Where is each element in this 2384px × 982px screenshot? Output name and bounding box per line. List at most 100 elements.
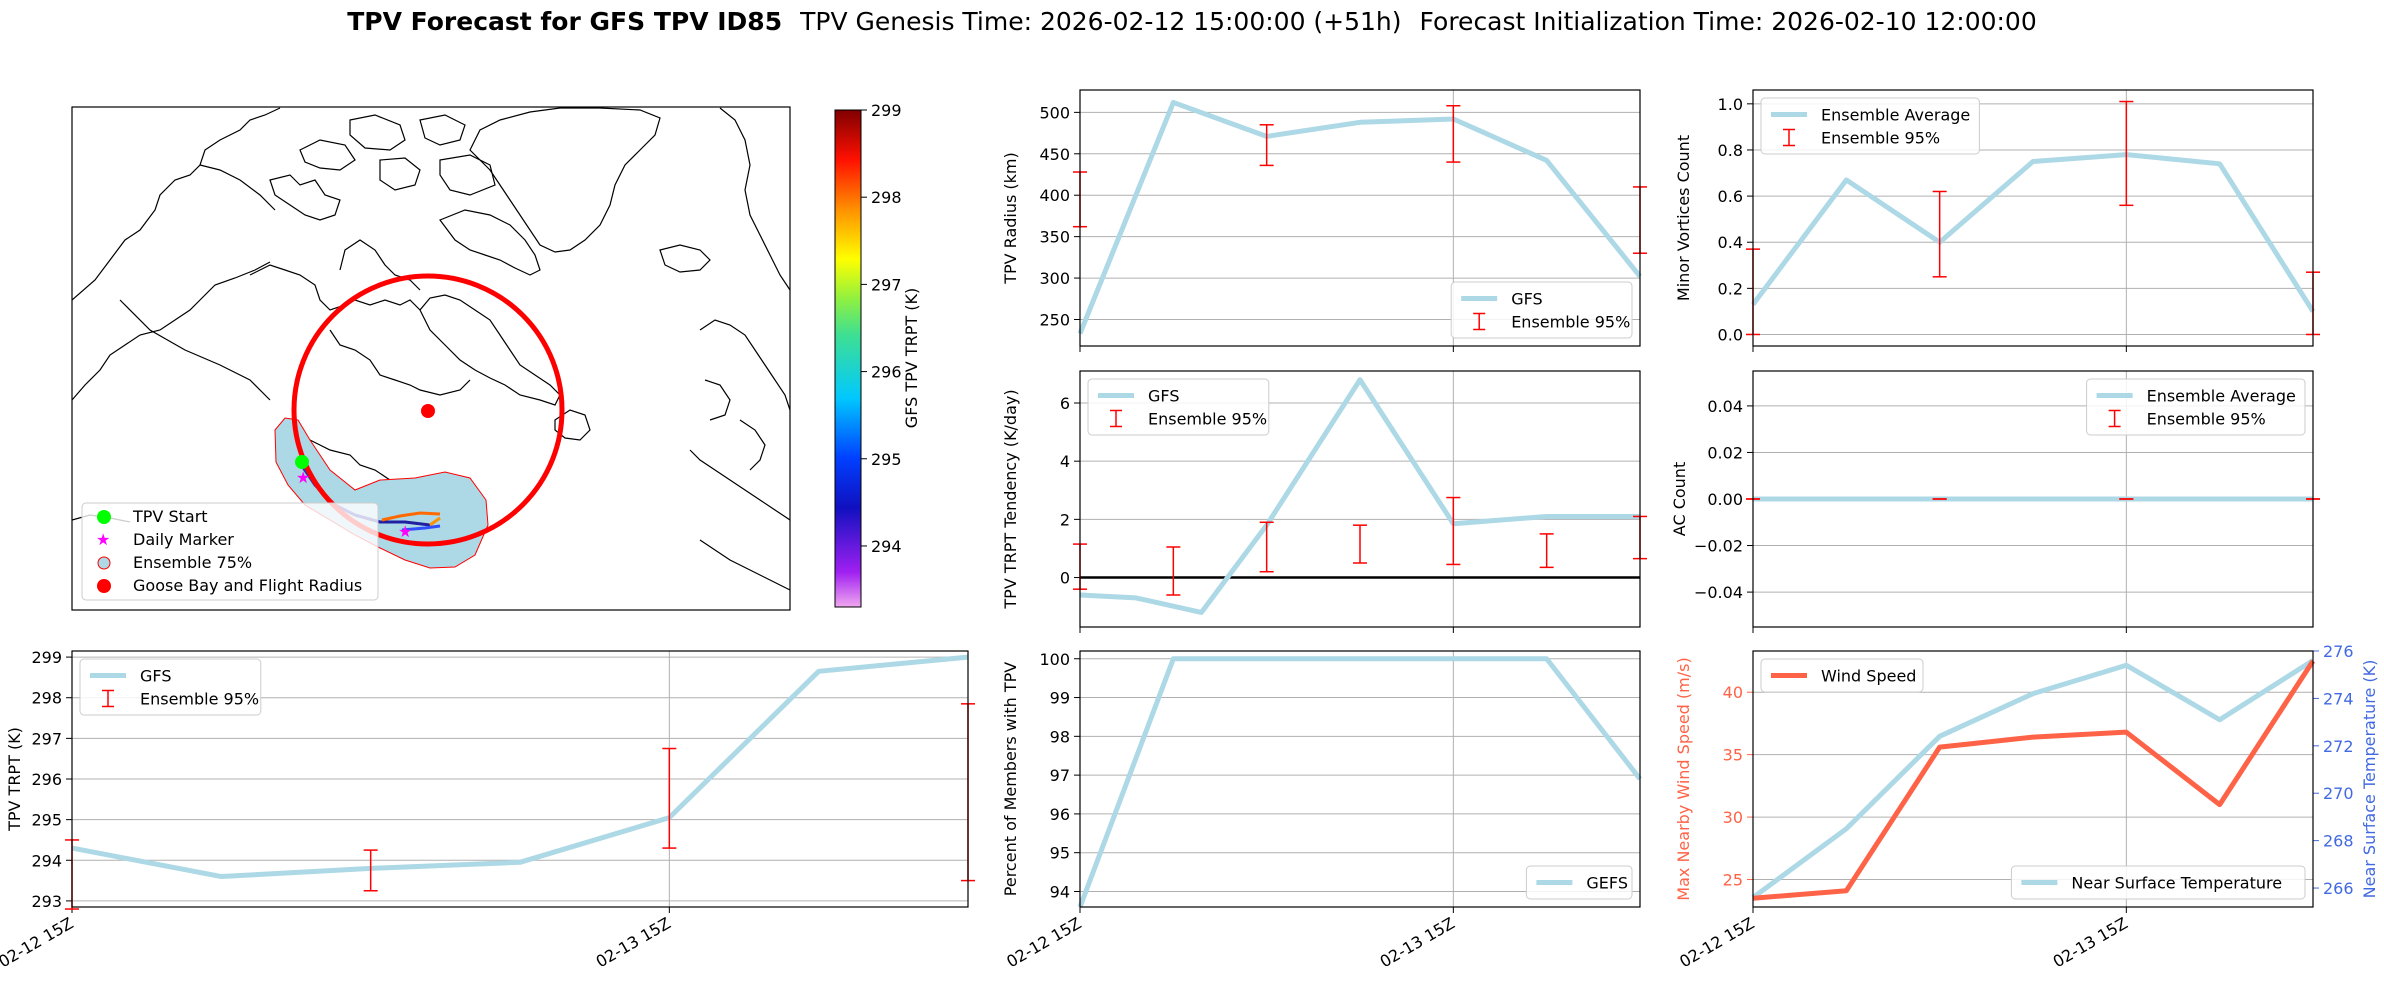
y-axis-label: Minor Vortices Count bbox=[1674, 135, 1693, 301]
panel-percent-members: 94 95 96 97 98 99 100 02-12 15Z 02-13 15Z Percent… bbox=[1001, 650, 1642, 971]
y-tick-label: 0.04 bbox=[1707, 397, 1743, 416]
legend-box bbox=[2010, 865, 2306, 900]
legend: GFS Ensemble 95% bbox=[1450, 281, 1633, 339]
map-legend: TPV Start ★ Daily Marker Ensemble 75% Go… bbox=[81, 502, 379, 601]
legend-label: Ensemble Average bbox=[2147, 387, 2296, 406]
y2-tick-label: 274 bbox=[2323, 689, 2354, 708]
legend-label: GFS bbox=[1511, 290, 1542, 309]
plot-frame bbox=[1752, 89, 2314, 347]
goose-bay-marker bbox=[421, 404, 435, 418]
y-tick-label: 0.00 bbox=[1707, 490, 1743, 509]
x-tick-label: 02-12 15Z bbox=[0, 913, 77, 971]
panel-ac-count: −0.04 −0.02 0.00 0.02 0.04 AC Count Ensemble A… bbox=[1670, 370, 2320, 633]
plot-area bbox=[1080, 651, 1640, 907]
y-tick-label: 1.0 bbox=[1718, 95, 1743, 114]
y-tick-label: 30 bbox=[1723, 808, 1743, 827]
plot-frame bbox=[1079, 370, 1641, 628]
y-axis-label: TPV TRPT (K) bbox=[5, 727, 24, 832]
x-tick-label: 02-13 15Z bbox=[593, 913, 674, 971]
y-tick-label: 293 bbox=[31, 892, 62, 911]
series-line-gefs bbox=[1077, 656, 1642, 908]
legend-box bbox=[2086, 378, 2306, 436]
legend-label: Ensemble 95% bbox=[1511, 313, 1630, 332]
legend-label: Ensemble Average bbox=[1821, 106, 1970, 125]
y-tick-label: −0.04 bbox=[1694, 583, 1743, 602]
legend-ensemble-label: Ensemble 75% bbox=[133, 553, 252, 572]
daily-marker-star: ★ bbox=[398, 522, 412, 541]
tpv-start-marker bbox=[295, 455, 309, 469]
y-tick-label: 35 bbox=[1723, 746, 1743, 765]
y-tick-label: 6 bbox=[1060, 394, 1070, 413]
legend-ensemble-icon bbox=[97, 556, 111, 570]
flight-radius-circle bbox=[291, 273, 565, 547]
legend-label: Ensemble 95% bbox=[140, 690, 259, 709]
plot-frame bbox=[71, 650, 969, 908]
plot-frame bbox=[1079, 650, 1641, 908]
colorbar-tick-label: 299 bbox=[871, 101, 902, 120]
legend-box bbox=[1760, 97, 1980, 155]
series-line-gfs bbox=[1077, 99, 1642, 335]
daily-marker-star: ★ bbox=[296, 468, 310, 487]
legend-label: Ensemble 95% bbox=[1148, 410, 1267, 429]
y-tick-label: 0.8 bbox=[1718, 141, 1743, 160]
y-axis-label: TPV Radius (km) bbox=[1001, 152, 1020, 285]
legend-label: Near Surface Temperature bbox=[2071, 874, 2282, 893]
y-tick-label: 0.4 bbox=[1718, 233, 1743, 252]
plot-frame bbox=[1079, 89, 1641, 347]
series-line-gfs bbox=[71, 654, 969, 880]
y-tick-label: 98 bbox=[1050, 727, 1070, 746]
y-tick-label: 450 bbox=[1039, 145, 1070, 164]
legend-start-label: TPV Start bbox=[132, 507, 208, 526]
y-tick-label: 400 bbox=[1039, 186, 1070, 205]
legend-star-icon: ★ bbox=[96, 530, 110, 549]
y-axis-label: TPV TRPT Tendency (K/day) bbox=[1001, 389, 1020, 609]
legend-daily-label: Daily Marker bbox=[133, 530, 234, 549]
y-axis-label: AC Count bbox=[1670, 462, 1689, 536]
y-tick-label: 300 bbox=[1039, 269, 1070, 288]
colorbar: 294 295 296 297 298 299 GFS TPV TRPT (K) bbox=[834, 101, 921, 608]
y-tick-label: 97 bbox=[1050, 766, 1070, 785]
colorbar-tick-label: 298 bbox=[871, 188, 902, 207]
colorbar-tick-label: 296 bbox=[871, 363, 902, 382]
y2-axis-label: Near Surface Temperature (K) bbox=[2360, 660, 2379, 899]
legend: GFS Ensemble 95% bbox=[79, 658, 262, 716]
y-tick-label: 99 bbox=[1050, 689, 1070, 708]
plot-frame bbox=[1752, 650, 2314, 908]
panel-wind-temperature: 25 30 35 40 02-12 15Z 02-13 15Z Max Nearby Win… bbox=[1674, 642, 2379, 971]
legend-label: GFS bbox=[140, 667, 171, 686]
legend: Ensemble Average Ensemble 95% bbox=[2086, 378, 2306, 436]
y-tick-label: 296 bbox=[31, 770, 62, 789]
x-tick-label: 02-12 15Z bbox=[1676, 913, 1757, 971]
legend-label: GFS bbox=[1148, 387, 1179, 406]
panel-radius: 250 300 350 400 450 500 TPV Radius (km) GFS Ense… bbox=[1001, 89, 1647, 352]
y-tick-label: 25 bbox=[1723, 871, 1743, 890]
y-tick-label: 297 bbox=[31, 729, 62, 748]
colorbar-label: GFS TPV TRPT (K) bbox=[902, 288, 921, 428]
y-tick-label: 0.6 bbox=[1718, 187, 1743, 206]
legend-label: GEFS bbox=[1586, 874, 1628, 893]
y2-tick-label: 270 bbox=[2323, 784, 2354, 803]
series-line-near-surface-temperature bbox=[1751, 658, 2315, 900]
panel-trpt: 293 294 295 296 297 298 299 02-12 15Z 02-13 15Z T… bbox=[0, 648, 975, 971]
legend-label: Ensemble 95% bbox=[1821, 129, 1940, 148]
y-tick-label: 40 bbox=[1723, 683, 1743, 702]
colorbar-gradient bbox=[834, 109, 862, 608]
series-line-gfs bbox=[1079, 377, 1640, 615]
y-tick-label: 295 bbox=[31, 811, 62, 830]
legend-box bbox=[1760, 658, 1924, 693]
legend-goose-label: Goose Bay and Flight Radius bbox=[133, 576, 362, 595]
x-tick-label: 02-13 15Z bbox=[2050, 913, 2131, 971]
y2-tick-label: 266 bbox=[2323, 879, 2354, 898]
colorbar-tick-label: 294 bbox=[871, 537, 902, 556]
legend-goose-icon bbox=[97, 579, 111, 593]
plot-frame bbox=[1752, 370, 2314, 628]
map-frame bbox=[71, 106, 791, 611]
y-tick-label: 0.2 bbox=[1718, 279, 1743, 298]
x-tick-label: 02-12 15Z bbox=[1003, 913, 1084, 971]
y-tick-label: 4 bbox=[1060, 452, 1070, 471]
y-tick-label: 0.0 bbox=[1718, 325, 1743, 344]
legend: GEFS bbox=[1525, 865, 1633, 900]
colorbar-tick-label: 295 bbox=[871, 450, 902, 469]
y-tick-label: 250 bbox=[1039, 310, 1070, 329]
